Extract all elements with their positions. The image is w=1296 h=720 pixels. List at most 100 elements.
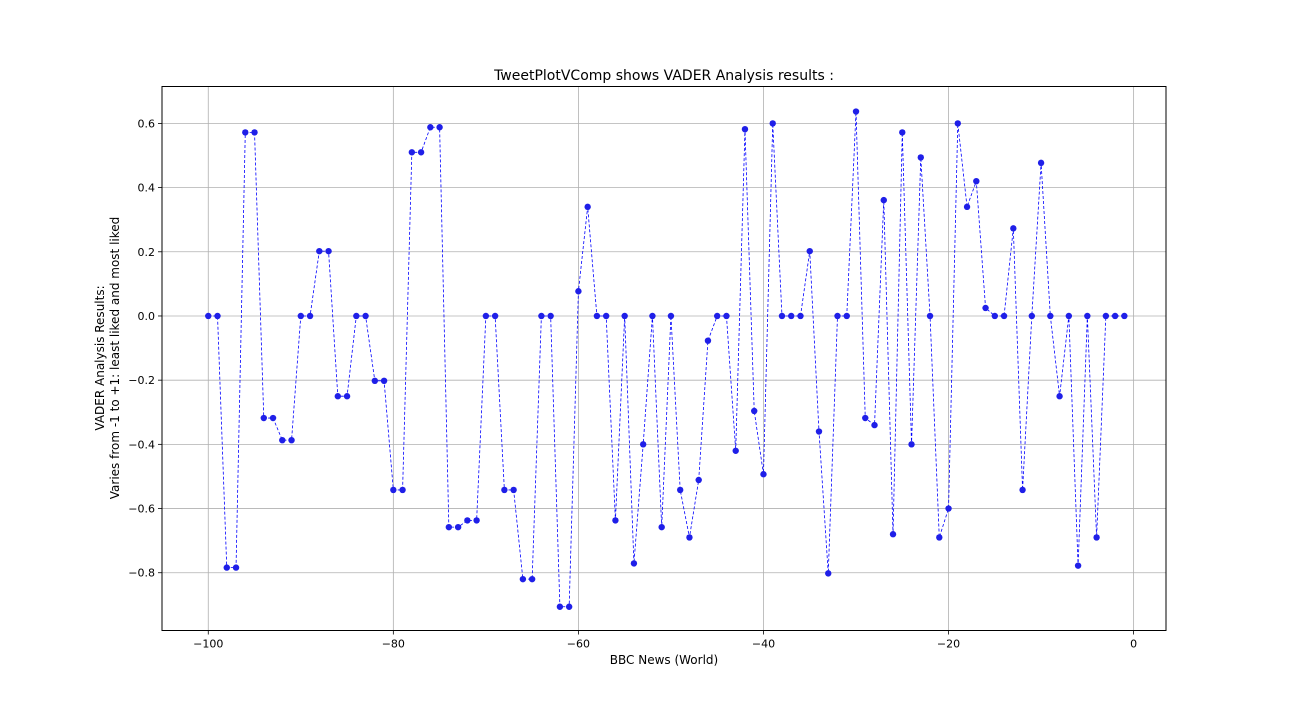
data-point: [279, 436, 286, 444]
x-axis-ticks: −100 −80 −60 −40 −20 0: [193, 630, 1137, 651]
data-point: [325, 247, 332, 255]
data-point: [232, 564, 240, 571]
data-point: [630, 560, 638, 567]
data-point: [1028, 312, 1036, 320]
y-tick-label: −0.2: [128, 374, 155, 387]
data-point: [297, 312, 305, 320]
data-point: [260, 414, 267, 422]
data-point: [621, 312, 628, 320]
data-point: [251, 129, 258, 136]
x-tick-label: −40: [752, 638, 775, 651]
data-point: [769, 120, 776, 127]
data-point: [797, 312, 804, 320]
data-point: [556, 603, 564, 610]
data-point: [427, 124, 434, 131]
data-point: [723, 312, 730, 320]
data-point: [871, 421, 878, 429]
data-point: [1056, 393, 1063, 400]
data-point: [1084, 312, 1091, 320]
data-point: [593, 312, 601, 320]
data-point: [464, 517, 471, 524]
data-point: [1019, 486, 1026, 494]
data-point: [815, 428, 823, 435]
data-point: [334, 393, 342, 400]
data-point: [889, 531, 897, 538]
data-point: [834, 312, 841, 320]
data-point: [510, 486, 517, 494]
data-point: [288, 436, 295, 444]
data-point: [408, 149, 416, 156]
data-point: [380, 377, 388, 385]
data-point: [686, 534, 693, 541]
data-point: [1121, 312, 1128, 320]
data-point: [491, 312, 499, 320]
data-point: [1111, 312, 1119, 320]
plot-frame: [161, 86, 1167, 631]
data-point: [862, 414, 869, 422]
chart-title: TweetPlotVComp shows VADER Analysis resu…: [493, 68, 834, 84]
data-point: [353, 312, 360, 320]
data-point: [390, 486, 397, 494]
x-tick-label: −100: [193, 638, 223, 651]
data-point: [676, 486, 684, 494]
data-point: [528, 575, 536, 583]
data-point: [658, 523, 665, 531]
data-point: [575, 288, 582, 295]
data-point: [445, 523, 453, 531]
data-point: [732, 447, 739, 454]
data-point: [602, 312, 610, 320]
data-point: [714, 312, 721, 320]
x-axis-label: BBC News (World): [610, 653, 718, 667]
data-point: [547, 312, 554, 320]
data-point: [1047, 312, 1054, 320]
y-axis-label-line2: Varies from -1 to +1: least liked and mo…: [108, 217, 122, 500]
data-point: [316, 247, 323, 255]
data-point: [482, 312, 490, 320]
data-point: [926, 312, 934, 320]
data-point: [1010, 225, 1017, 232]
data-point: [223, 564, 230, 571]
data-point: [612, 517, 619, 524]
data-point: [899, 129, 906, 136]
data-point: [454, 523, 462, 531]
data-point: [417, 149, 425, 156]
data-point: [695, 476, 702, 484]
y-tick-label: −0.8: [128, 567, 155, 580]
data-point: [852, 108, 860, 115]
x-tick-label: 0: [1130, 638, 1137, 651]
data-point: [519, 575, 527, 583]
data-point: [1037, 159, 1045, 167]
y-axis-label-line1: VADER Analysis Results:: [93, 285, 107, 430]
data-point: [538, 312, 545, 320]
data-point: [806, 247, 813, 255]
data-point: [649, 312, 656, 320]
data-point: [1093, 534, 1100, 541]
data-point: [436, 124, 443, 131]
data-point: [1065, 312, 1073, 320]
y-tick-label: 0.2: [138, 246, 156, 259]
data-point: [788, 312, 795, 320]
data-point: [214, 312, 221, 320]
data-point: [473, 517, 480, 524]
data-point: [963, 203, 971, 211]
data-point: [269, 414, 277, 422]
data-point: [778, 312, 786, 320]
x-tick-label: −20: [937, 638, 960, 651]
data-point: [908, 441, 915, 448]
data-point: [1074, 562, 1082, 569]
data-point: [751, 407, 758, 415]
data-point: [371, 377, 379, 385]
series-layer: [205, 108, 1128, 610]
data-point: [991, 312, 999, 320]
data-point: [1000, 312, 1008, 320]
data-point: [639, 441, 647, 448]
data-point: [306, 312, 314, 320]
x-tick-label: −80: [382, 638, 405, 651]
y-tick-label: 0.0: [138, 310, 156, 323]
y-axis-ticks: −0.8 −0.6 −0.4 −0.2 0.0 0.2 0.4 0.6: [128, 117, 162, 580]
data-point: [760, 471, 767, 478]
data-point: [825, 570, 832, 577]
data-point: [973, 177, 980, 185]
data-point: [954, 120, 961, 127]
